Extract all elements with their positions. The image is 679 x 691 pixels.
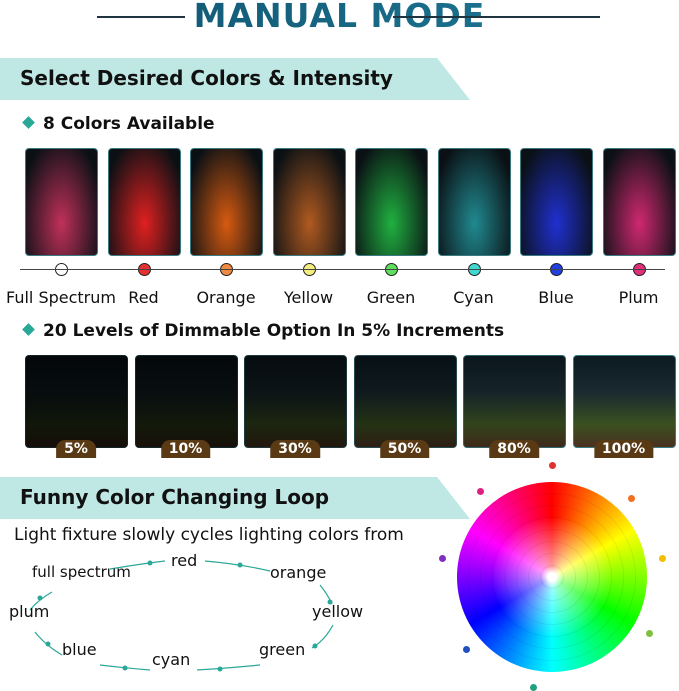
colors-heading: 8 Colors Available [24, 114, 215, 134]
loop-item: red [171, 551, 197, 570]
arrow [205, 561, 270, 571]
loop-item: cyan [152, 650, 190, 669]
timeline [20, 269, 665, 270]
loop-item: green [259, 640, 305, 659]
section-banner: Funny Color Changing Loop [0, 477, 470, 519]
wheel-dot [477, 488, 484, 495]
loop-item: plum [9, 602, 49, 621]
level-badge: 100% [594, 440, 653, 458]
loop-item: full spectrum [32, 563, 131, 581]
color-photo [520, 148, 593, 256]
wheel-dot [530, 684, 537, 691]
loop-item: yellow [312, 602, 363, 621]
color-photo [438, 148, 511, 256]
dimming-photo [354, 355, 457, 448]
banner-text: Select Desired Colors & Intensity [20, 66, 393, 90]
color-photo [603, 148, 676, 256]
diamond-icon [22, 116, 35, 129]
level-badge: 5% [56, 440, 96, 458]
color-photo [190, 148, 263, 256]
wheel-dot [646, 630, 653, 637]
dimming-photo [244, 355, 347, 448]
wheel-dot [439, 555, 446, 562]
dimming-photo [135, 355, 238, 448]
dimming-photo [25, 355, 128, 448]
color-photo [25, 148, 98, 256]
loop-arrows [0, 540, 440, 680]
color-photo [273, 148, 346, 256]
heading-text: 20 Levels of Dimmable Option In 5% Incre… [43, 321, 504, 341]
arrow [197, 665, 260, 670]
wheel-dot [463, 646, 470, 653]
loop-item: blue [62, 640, 97, 659]
color-photo [108, 148, 181, 256]
heading-text: 8 Colors Available [43, 114, 215, 134]
divider [393, 16, 600, 18]
diamond-icon [22, 323, 35, 336]
level-badge: 10% [161, 440, 211, 458]
divider [97, 16, 185, 18]
dimming-heading: 20 Levels of Dimmable Option In 5% Incre… [24, 321, 504, 341]
wheel-dot [659, 555, 666, 562]
color-label: Plum [584, 288, 679, 307]
wheel-dot [628, 495, 635, 502]
dimming-photo [463, 355, 566, 448]
section-banner: Select Desired Colors & Intensity [0, 58, 470, 100]
color-wheel [457, 482, 647, 672]
banner-text: Funny Color Changing Loop [20, 485, 329, 509]
level-badge: 80% [489, 440, 539, 458]
wheel-dot [549, 462, 556, 469]
loop-item: orange [270, 563, 326, 582]
color-photo [355, 148, 428, 256]
level-badge: 50% [380, 440, 430, 458]
level-badge: 30% [270, 440, 320, 458]
dimming-photo [573, 355, 676, 448]
